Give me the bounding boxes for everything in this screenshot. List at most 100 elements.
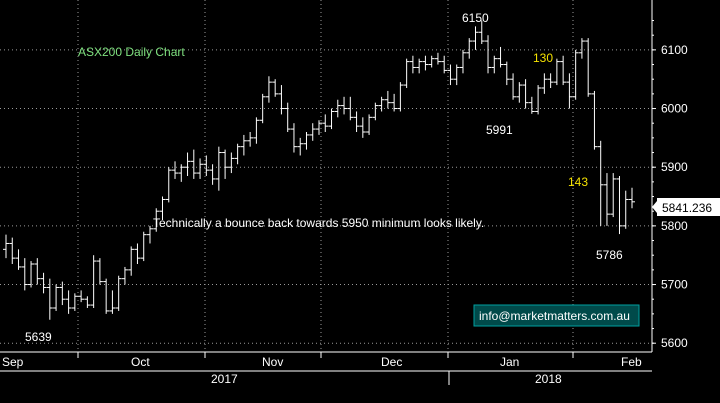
ohlc-bar — [391, 93, 398, 112]
y-tick-label: 5700 — [661, 278, 688, 292]
ohlc-bar — [553, 58, 560, 86]
ohlc-bar — [309, 123, 316, 141]
x-tick-label: Nov — [262, 355, 283, 369]
last-value-box — [657, 198, 720, 216]
ohlc-bar — [121, 266, 128, 285]
commentary-text: Technically a bounce back towards 5950 m… — [153, 216, 484, 230]
ohlc-bar — [46, 278, 53, 320]
ohlc-bar — [353, 111, 360, 132]
ohlc-bar — [84, 296, 91, 308]
x-tick-label: Feb — [621, 355, 642, 369]
ohlc-bar — [441, 55, 448, 74]
ohlc-bar — [303, 132, 310, 150]
ohlc-bar — [434, 52, 441, 65]
ohlc-bar — [516, 82, 523, 103]
ohlc-bar — [478, 20, 485, 44]
ohlc-bar — [359, 117, 366, 138]
ohlc-bar — [253, 117, 260, 144]
ohlc-bar — [53, 284, 60, 311]
ohlc-bar — [503, 61, 510, 86]
year-label: 2017 — [211, 372, 238, 386]
ohlc-bar — [71, 293, 78, 311]
ohlc-bar — [322, 114, 329, 132]
ohlc-bar — [140, 231, 147, 262]
ohlc-bar — [146, 225, 153, 244]
ohlc-bar — [409, 55, 416, 74]
ohlc-bar — [109, 290, 116, 314]
ohlc-bar — [197, 158, 204, 179]
last-value-label: 5841.236 — [662, 201, 712, 215]
gridlines — [0, 0, 652, 352]
ohlc-bar — [497, 46, 504, 68]
ohlc-bar — [65, 290, 72, 314]
ohlc-bar — [59, 281, 66, 306]
ohlc-bar — [491, 55, 498, 74]
year-label: 2018 — [535, 372, 562, 386]
ohlc-bar — [103, 278, 110, 314]
ohlc-bar — [485, 35, 492, 74]
ohlc-bar — [597, 140, 604, 226]
ohlc-bar — [384, 90, 391, 109]
ohlc-bar — [159, 196, 166, 220]
y-tick-label: 5900 — [661, 160, 688, 174]
ohlc-bar — [572, 49, 579, 100]
ohlc-bar — [3, 234, 9, 259]
ohlc-bar — [428, 55, 435, 68]
ohlc-bar — [234, 143, 241, 165]
ohlc-bar — [591, 90, 598, 150]
ohlc-bar — [578, 38, 585, 59]
ohlc-bar — [290, 123, 297, 153]
annotation-drop-130: 130 — [533, 51, 553, 65]
ohlc-bar — [115, 275, 122, 311]
ohlc-bar — [265, 76, 272, 103]
chart-title: ASX200 Daily Chart — [78, 45, 185, 59]
ohlc-bar — [510, 73, 517, 100]
ohlc-bar — [134, 243, 141, 264]
ohlc-bar — [21, 258, 28, 291]
y-tick-label: 6000 — [661, 102, 688, 116]
ohlc-bar — [622, 190, 629, 229]
last-value-pointer — [652, 201, 657, 213]
ohlc-bar — [616, 176, 623, 235]
x-tick-label: Sep — [2, 355, 24, 369]
ohlc-bar — [541, 73, 548, 94]
ohlc-bar — [328, 108, 335, 130]
ohlc-bar — [466, 38, 473, 59]
price-bars — [3, 20, 635, 320]
ohlc-bar — [566, 73, 573, 109]
ohlc-bar — [153, 208, 160, 232]
annotation-drop-143: 143 — [568, 175, 588, 189]
ohlc-bar — [178, 164, 185, 182]
watermark-email: info@marketmatters.com.au — [479, 309, 630, 323]
annotation-dip-jan: 5991 — [486, 123, 513, 137]
ohlc-bar — [535, 85, 542, 115]
y-tick-label: 6100 — [661, 43, 688, 57]
ohlc-bar — [209, 164, 216, 185]
ohlc-bar — [15, 249, 22, 270]
watermark-box — [473, 304, 640, 327]
ohlc-bar — [184, 152, 191, 176]
annotation-low-feb: 5786 — [596, 248, 623, 262]
y-tick-label: 5600 — [661, 336, 688, 350]
ohlc-bar — [9, 237, 16, 264]
ohlc-bar — [40, 272, 47, 294]
ohlc-bar — [222, 149, 229, 179]
ohlc-bar — [472, 26, 479, 50]
ohlc-bar — [547, 73, 554, 88]
ohlc-bar — [215, 146, 222, 191]
ohlc-bar — [316, 120, 322, 135]
x-tick-label: Oct — [131, 355, 150, 369]
ohlc-bar — [190, 149, 197, 179]
ohlc-bar — [522, 79, 529, 109]
ohlc-bar — [560, 55, 567, 86]
ohlc-bar — [78, 290, 85, 303]
ohlc-bar — [416, 58, 423, 74]
annotation-low-sep: 5639 — [25, 330, 52, 344]
ohlc-bar — [422, 55, 429, 71]
ohlc-bar — [228, 152, 235, 174]
ohlc-bar — [528, 96, 535, 114]
ohlc-bar — [165, 167, 172, 203]
ohlc-bar — [603, 173, 610, 226]
